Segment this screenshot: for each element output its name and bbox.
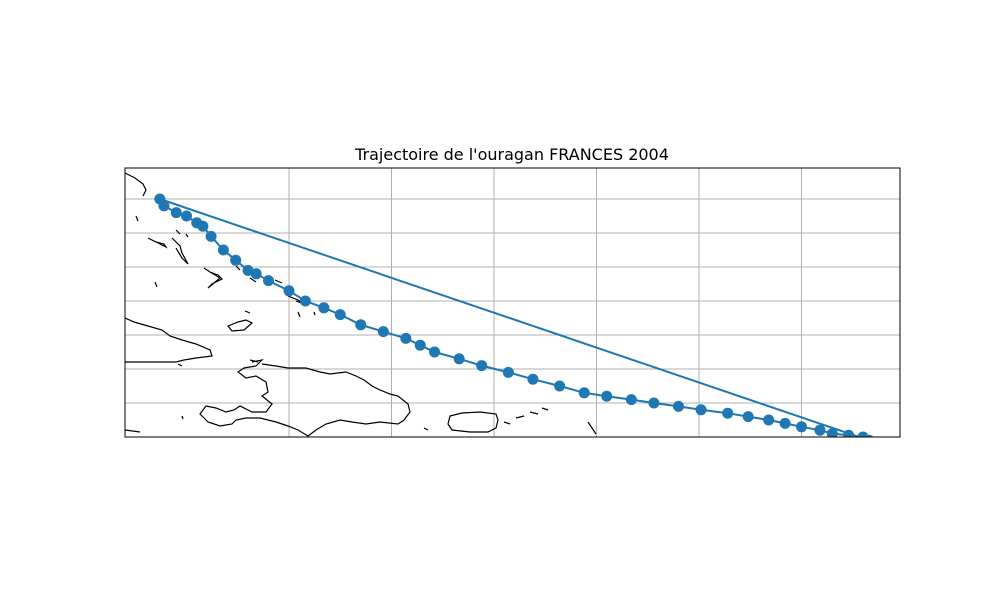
track-return-line (159, 198, 863, 437)
coast-bahamas-8 (249, 277, 257, 283)
track-layer (154, 193, 874, 437)
coast-jamaica (125, 429, 141, 433)
track-point (197, 220, 209, 232)
coast-cuba-east (177, 363, 183, 367)
coast-bahamas-7 (235, 265, 241, 271)
track-point (796, 421, 807, 433)
track-point (355, 319, 367, 331)
track-point (648, 397, 660, 409)
track-point (864, 434, 874, 437)
coast-bahamas-2 (147, 237, 168, 249)
track-point (263, 275, 274, 287)
track-point (170, 207, 182, 219)
coast-bahamas-13 (154, 281, 158, 288)
track-point (429, 346, 441, 358)
coast-bahamas-12 (313, 311, 316, 316)
coast-mona (423, 427, 429, 431)
coast-vi-3 (529, 411, 539, 415)
track-point (250, 268, 262, 280)
coast-vi-1 (503, 421, 511, 425)
track-point (814, 424, 826, 436)
track-point (673, 400, 684, 412)
track-point (625, 394, 637, 406)
coast-bahamas-9 (274, 279, 283, 284)
coast-bahamas-5 (185, 233, 189, 238)
track-point (453, 353, 465, 365)
track-point (554, 380, 566, 392)
coast-vi-5 (587, 421, 597, 435)
track-point (217, 244, 229, 256)
track-point (578, 387, 590, 399)
track-point (414, 339, 426, 351)
coast-bahamas-6 (203, 267, 224, 289)
track-point (377, 326, 389, 338)
track-point (502, 366, 514, 378)
coast-caicos (227, 319, 254, 332)
coast-vi-2 (515, 415, 525, 419)
coast-bahamas-3 (171, 237, 189, 265)
track-point (318, 302, 330, 314)
coast-cay (181, 415, 184, 420)
chart-title: Trajectoire de l'ouragan FRANCES 2004 (354, 145, 669, 164)
coast-florida (125, 172, 147, 197)
track-point (181, 210, 192, 222)
track-point (601, 390, 613, 402)
track-point (742, 411, 754, 423)
coast-turks (244, 310, 251, 314)
track-point (283, 285, 295, 297)
track-point (843, 429, 855, 437)
coastlines (125, 172, 597, 437)
coast-vi-4 (541, 407, 549, 411)
track-point (695, 404, 707, 416)
track-point (230, 254, 242, 266)
track-point (779, 417, 791, 429)
coast-puerto-rico (447, 411, 499, 433)
coast-cuba (125, 317, 213, 363)
track-point (826, 428, 838, 437)
coast-tortuga (249, 359, 259, 363)
coast-bahamas-1 (135, 215, 139, 222)
coast-hispaniola (199, 359, 411, 437)
track-point (158, 200, 170, 212)
axes-frame (124, 167, 901, 438)
track-point (857, 431, 869, 437)
gridlines (125, 168, 900, 437)
track-point (205, 230, 217, 242)
coast-bahamas-4 (175, 229, 181, 235)
track-point (763, 414, 775, 426)
track-point (299, 295, 311, 307)
track-point (722, 407, 734, 419)
track-point (527, 373, 539, 385)
track-point (476, 360, 488, 372)
coast-bahamas-11 (297, 311, 301, 318)
track-point (400, 332, 412, 344)
track-point (334, 309, 346, 321)
